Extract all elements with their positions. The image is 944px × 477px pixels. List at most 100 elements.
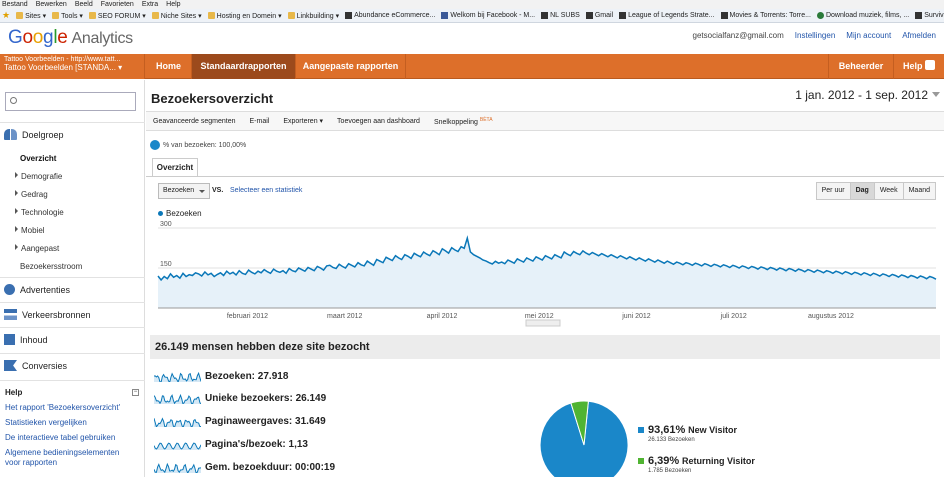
- sidebar-section-advertising[interactable]: Advertenties: [0, 277, 145, 301]
- granularity-week[interactable]: Week: [873, 182, 904, 200]
- favorites-star-icon[interactable]: ★: [2, 10, 11, 20]
- sidebar-section-conversions[interactable]: Conversies: [0, 353, 145, 377]
- page-icon: [619, 12, 627, 19]
- visitor-type-pie[interactable]: [539, 400, 629, 477]
- sidebar-section-audience[interactable]: Doelgroep: [0, 122, 145, 146]
- settings-link[interactable]: Instellingen: [794, 31, 836, 40]
- logout-link[interactable]: Afmelden: [902, 31, 936, 40]
- chevron-down-icon: [199, 190, 205, 193]
- flag-icon: [4, 360, 17, 371]
- favorite-link[interactable]: Movies & Torrents: Torre...: [720, 12, 811, 19]
- sparkline-line: [154, 393, 201, 404]
- select-statistic-link[interactable]: Selecteer een statistiek: [230, 187, 303, 194]
- expand-icon: [15, 172, 18, 178]
- sparkline-line: [154, 417, 201, 427]
- menu-item[interactable]: Help: [166, 1, 181, 8]
- tab-standard-reports[interactable]: Standaardrapporten: [192, 54, 296, 79]
- favorite-label: Download muziek, films, ...: [825, 12, 910, 19]
- favorite-link[interactable]: NL SUBS: [541, 12, 580, 19]
- expand-icon: [15, 190, 18, 196]
- profile-selector[interactable]: Tattoo Voorbeelden - http://www.tatt... …: [0, 54, 145, 79]
- help-link-controls-cont[interactable]: voor rapporten: [5, 458, 58, 467]
- sparkline: [154, 393, 201, 404]
- legend-new-visitor: 93,61% New Visitor 26.133 Bezoeken: [638, 424, 737, 443]
- add-to-dashboard-button[interactable]: Toevoegen aan dashboard: [337, 117, 420, 125]
- metric-avg-duration[interactable]: Gem. bezoekduur: 00:00:19: [154, 461, 335, 473]
- favorite-link[interactable]: Download muziek, films, ...: [816, 12, 910, 19]
- granularity-month[interactable]: Maand: [902, 182, 936, 200]
- menu-item[interactable]: Extra: [141, 1, 159, 8]
- folder-icon: [16, 12, 24, 19]
- folder-icon: [52, 12, 60, 19]
- menu-item[interactable]: Bewerken: [35, 1, 67, 8]
- my-account-link[interactable]: Mijn account: [846, 31, 892, 40]
- expand-icon: [15, 226, 18, 232]
- tab-custom-reports[interactable]: Aangepaste rapporten: [296, 54, 406, 79]
- shortcut-button[interactable]: Snelkoppeling BÈTA: [433, 116, 493, 126]
- menu-item[interactable]: Bestand: [2, 1, 28, 8]
- metric-select[interactable]: Bezoeken: [158, 183, 210, 199]
- google-analytics-logo[interactable]: Google Analytics: [8, 27, 133, 48]
- metric-visits[interactable]: Bezoeken: 27.918: [154, 370, 288, 382]
- favorite-link[interactable]: Sites ▾: [16, 12, 46, 20]
- report-search-input[interactable]: [5, 92, 136, 111]
- menu-item[interactable]: Favorieten: [100, 1, 134, 8]
- admin-button[interactable]: Beheerder: [828, 54, 894, 79]
- export-button[interactable]: Exporteren ▾: [283, 118, 324, 125]
- favorite-link[interactable]: Welkom bij Facebook - M...: [441, 12, 535, 19]
- ga-header: Google Analytics getsocialfanz@gmail.com …: [0, 24, 944, 54]
- favorite-link[interactable]: Gmail: [585, 12, 613, 19]
- pie-slice-returning-visitor[interactable]: [570, 400, 589, 446]
- visits-chart[interactable]: 150 300 februari 2012 maart 2012 april 2012 m…: [146, 220, 944, 328]
- favorite-link[interactable]: League of Legends Strate...: [619, 12, 715, 19]
- sidebar-item-demographics[interactable]: Demografie: [15, 172, 62, 181]
- sparkline-fill: [154, 395, 201, 404]
- tab-home[interactable]: Home: [146, 54, 192, 79]
- help-link-table[interactable]: De interactieve tabel gebruiken: [5, 433, 116, 442]
- favorite-link[interactable]: Linkbuilding ▾: [287, 12, 339, 20]
- favorite-link[interactable]: Niche Sites ▾: [151, 12, 202, 20]
- favorite-link[interactable]: SEO FORUM ▾: [88, 12, 146, 20]
- legend-swatch: [638, 427, 644, 433]
- metric-pageviews[interactable]: Paginaweergaves: 31.649: [154, 415, 326, 427]
- expand-icon: [15, 208, 18, 214]
- profile-url: Tattoo Voorbeelden - http://www.tatt...: [4, 56, 121, 63]
- favorite-link[interactable]: Tools ▾: [52, 12, 83, 20]
- sidebar-item-custom[interactable]: Aangepast: [15, 244, 59, 253]
- pie-slice-new-visitor[interactable]: [539, 400, 629, 477]
- menu-item[interactable]: Beeld: [74, 1, 93, 8]
- help-link-report[interactable]: Het rapport 'Bezoekersoverzicht': [5, 403, 121, 412]
- date-range-picker[interactable]: 1 jan. 2012 - 1 sep. 2012: [795, 88, 940, 102]
- sparkline: [154, 371, 201, 382]
- metric-unique-visitors[interactable]: Unieke bezoekers: 26.149: [154, 392, 326, 404]
- granularity-day[interactable]: Dag: [849, 182, 875, 200]
- sidebar-item-technology[interactable]: Technologie: [15, 208, 64, 217]
- favorite-link[interactable]: Hosting en Domein ▾: [207, 12, 282, 20]
- browser-menu-bar: Bestand Bewerken Beeld Favorieten Extra Help: [0, 0, 944, 9]
- favorite-link[interactable]: Survival Hunter DPS Rotat...: [915, 12, 944, 19]
- metric-pages-per-visit[interactable]: Pagina's/bezoek: 1,13: [154, 438, 308, 450]
- advanced-segments-button[interactable]: Geavanceerde segmenten: [153, 117, 236, 125]
- chevron-down-icon: [932, 92, 940, 97]
- tab-overview[interactable]: Overzicht: [152, 158, 198, 176]
- folder-icon: [151, 12, 159, 19]
- sidebar-item-visitor-flow[interactable]: Bezoekersstroom: [20, 262, 83, 271]
- sparkline-line: [154, 442, 201, 450]
- email-button[interactable]: E-mail: [249, 117, 270, 125]
- sidebar-item-behavior[interactable]: Gedrag: [15, 190, 48, 199]
- adwords-icon: [4, 284, 15, 295]
- report-sidebar: Doelgroep Overzicht Demografie Gedrag Te…: [0, 80, 145, 477]
- sidebar-section-content[interactable]: Inhoud: [0, 327, 145, 351]
- favorite-label: Tools ▾: [61, 12, 83, 20]
- help-link-compare[interactable]: Statistieken vergelijken: [5, 418, 87, 427]
- sidebar-section-traffic-sources[interactable]: Verkeersbronnen: [0, 302, 145, 326]
- collapse-icon[interactable]: −: [132, 389, 139, 396]
- sidebar-item-mobile[interactable]: Mobiel: [15, 226, 45, 235]
- granularity-hour[interactable]: Per uur: [815, 182, 851, 200]
- favorite-link[interactable]: Abundance eCommerce...: [345, 12, 435, 19]
- help-link-controls[interactable]: Algemene bedieningselementen: [5, 448, 120, 457]
- help-button[interactable]: Help: [894, 54, 944, 79]
- sparkline: [154, 442, 201, 450]
- sidebar-item-overview[interactable]: Overzicht: [20, 154, 57, 163]
- page-icon: [915, 12, 923, 19]
